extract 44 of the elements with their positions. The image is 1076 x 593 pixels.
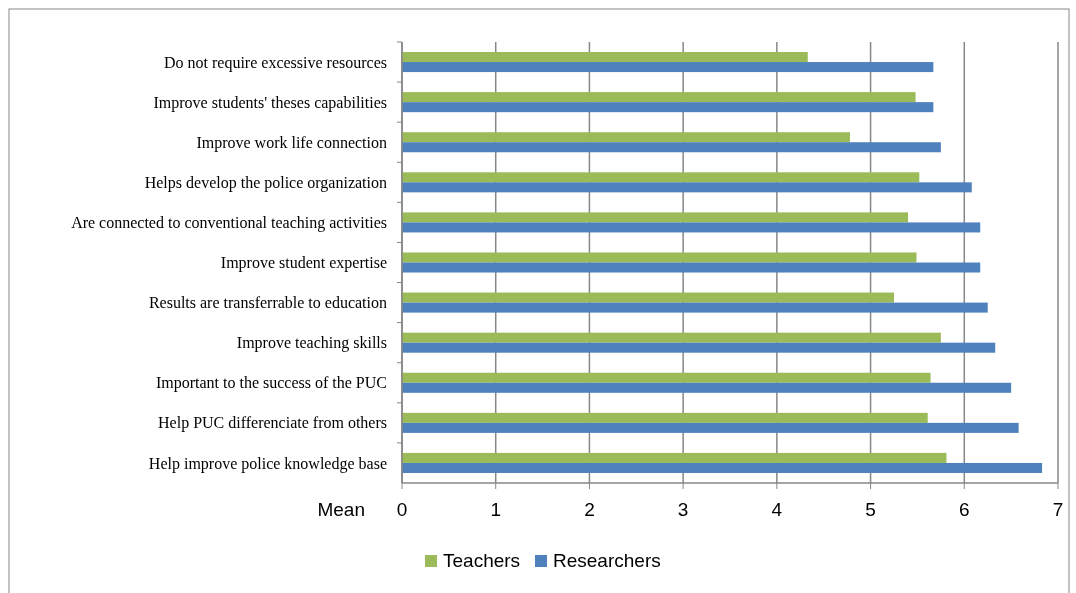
bar	[402, 182, 972, 193]
y-tick-label: Improve student expertise	[220, 254, 387, 273]
x-tick-label: 3	[677, 499, 689, 520]
bar	[402, 332, 941, 343]
bar	[402, 62, 934, 73]
bar	[402, 142, 941, 153]
y-tick-label: Do not require excessive resources	[163, 53, 387, 72]
bar	[402, 462, 1043, 473]
bar	[402, 212, 909, 223]
bar	[402, 302, 988, 313]
y-tick-label: Help improve police knowledge base	[148, 454, 387, 473]
bar	[402, 252, 917, 263]
legend-label: Teachers	[443, 550, 521, 571]
bar	[402, 422, 1019, 433]
x-axis-title: Mean	[317, 499, 365, 520]
bar	[402, 382, 1012, 393]
bar	[402, 372, 931, 383]
bar	[402, 102, 934, 113]
bar	[402, 172, 920, 183]
y-tick-label: Are connected to conventional teaching activities	[71, 214, 387, 233]
bar	[402, 412, 928, 423]
bar	[402, 452, 947, 463]
x-tick-label: 0	[396, 499, 408, 520]
bar	[402, 52, 808, 63]
y-tick-label: Important to the success of the PUC	[155, 374, 387, 393]
y-tick-label: Improve students' theses capabilities	[153, 93, 387, 112]
y-tick-label: Help PUC differenciate from others	[158, 414, 387, 433]
y-tick-label: Improve teaching skills	[236, 334, 387, 353]
x-tick-label: 6	[959, 499, 970, 520]
bar	[402, 222, 981, 233]
bar	[402, 132, 850, 143]
y-tick-label: Results are transferrable to education	[148, 294, 387, 312]
bar	[402, 292, 894, 303]
bar	[402, 262, 981, 273]
y-tick-label: Helps develop the police organization	[144, 173, 387, 192]
legend-label: Researchers	[553, 550, 661, 571]
y-tick-label: Improve work life connection	[196, 133, 387, 152]
bar	[402, 342, 996, 353]
x-tick-label: 4	[771, 499, 783, 520]
x-tick-label: 7	[1052, 499, 1064, 520]
x-tick-label: 5	[865, 499, 876, 520]
x-tick-label: 1	[490, 499, 501, 520]
x-tick-label: 2	[584, 499, 595, 520]
bar	[402, 92, 916, 103]
